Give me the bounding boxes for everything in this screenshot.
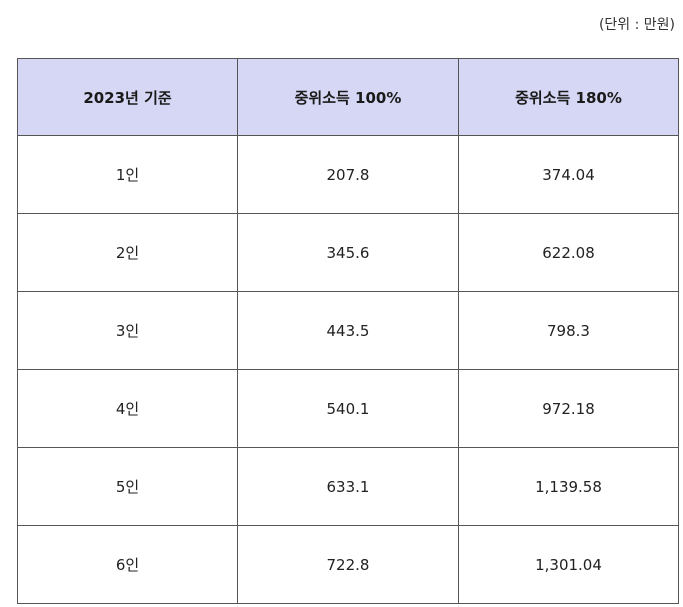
- median-180-cell: 622.08: [458, 213, 679, 292]
- household-size-cell: 5인: [17, 447, 238, 526]
- household-size-cell: 1인: [17, 135, 238, 214]
- household-size-cell: 2인: [17, 213, 238, 292]
- median-100-cell: 722.8: [237, 525, 459, 604]
- table-body: 1인 207.8 374.04 2인 345.6 622.08 3인 443.5…: [17, 135, 679, 604]
- header-row: 2023년 기준 중위소득 100% 중위소득 180%: [17, 58, 679, 136]
- median-180-cell: 1,301.04: [458, 525, 679, 604]
- median-income-table: 2023년 기준 중위소득 100% 중위소득 180% 1인 207.8 37…: [17, 58, 679, 604]
- median-180-cell: 798.3: [458, 291, 679, 370]
- median-100-cell: 540.1: [237, 369, 459, 448]
- median-100-cell: 207.8: [237, 135, 459, 214]
- table-header: 2023년 기준 중위소득 100% 중위소득 180%: [17, 58, 679, 136]
- median-180-cell: 1,139.58: [458, 447, 679, 526]
- median-100-cell: 345.6: [237, 213, 459, 292]
- table-row: 6인 722.8 1,301.04: [17, 525, 679, 604]
- household-size-cell: 3인: [17, 291, 238, 370]
- table-row: 5인 633.1 1,139.58: [17, 447, 679, 526]
- header-year-basis: 2023년 기준: [17, 58, 238, 136]
- household-size-cell: 6인: [17, 525, 238, 604]
- table-row: 4인 540.1 972.18: [17, 369, 679, 448]
- median-100-cell: 633.1: [237, 447, 459, 526]
- income-table-container: 2023년 기준 중위소득 100% 중위소득 180% 1인 207.8 37…: [17, 58, 679, 604]
- header-median-100: 중위소득 100%: [237, 58, 459, 136]
- median-180-cell: 374.04: [458, 135, 679, 214]
- table-row: 2인 345.6 622.08: [17, 213, 679, 292]
- table-row: 3인 443.5 798.3: [17, 291, 679, 370]
- median-180-cell: 972.18: [458, 369, 679, 448]
- header-median-180: 중위소득 180%: [458, 58, 679, 136]
- table-row: 1인 207.8 374.04: [17, 135, 679, 214]
- unit-note: (단위 : 만원): [598, 17, 675, 33]
- household-size-cell: 4인: [17, 369, 238, 448]
- median-100-cell: 443.5: [237, 291, 459, 370]
